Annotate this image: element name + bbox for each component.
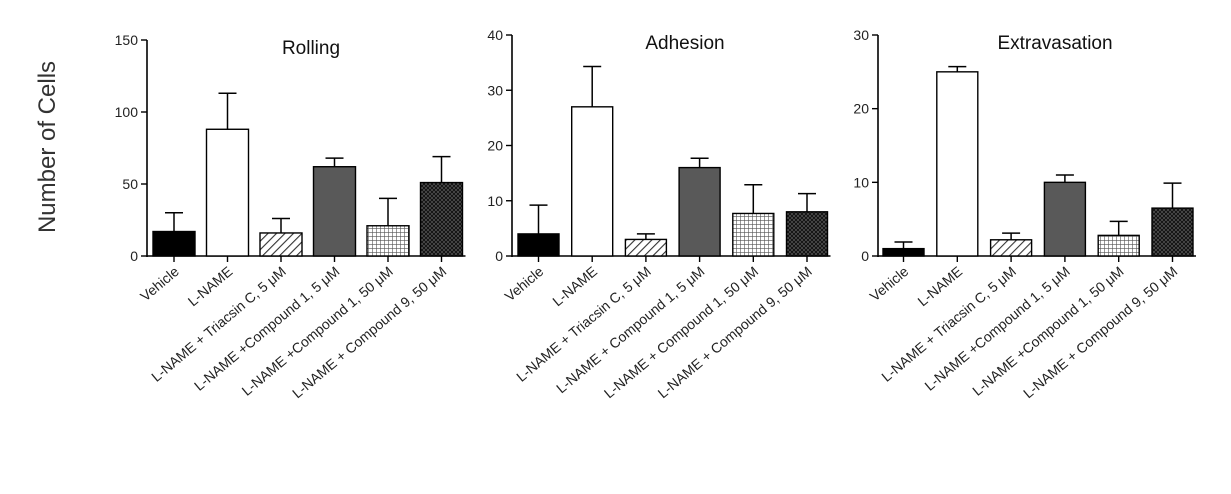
- y-axis-title: Number of Cells: [34, 61, 61, 233]
- y-tick-label: 100: [115, 104, 139, 120]
- bar: [312, 166, 357, 257]
- bar: [259, 232, 303, 257]
- y-tick-label: 150: [115, 32, 139, 48]
- category-label: Vehicle: [867, 263, 912, 304]
- y-tick-label: 50: [122, 176, 138, 192]
- y-tick-label: 0: [130, 248, 138, 264]
- bar: [1097, 234, 1140, 257]
- bar: [989, 239, 1033, 257]
- y-tick-label: 20: [853, 101, 869, 117]
- y-tick-label: 30: [853, 27, 869, 43]
- bar: [785, 211, 829, 257]
- bar: [1043, 181, 1087, 257]
- bar: [732, 212, 775, 257]
- panel-title: Adhesion: [645, 33, 724, 54]
- bar: [152, 230, 196, 257]
- y-tick-label: 0: [861, 248, 869, 264]
- y-tick-label: 40: [487, 27, 503, 43]
- y-tick-label: 30: [487, 82, 503, 98]
- bar: [936, 71, 979, 257]
- bar: [882, 247, 925, 257]
- y-tick-label: 10: [487, 193, 503, 209]
- panel-title: Extravasation: [997, 33, 1112, 54]
- y-tick-label: 20: [487, 138, 503, 154]
- bar: [419, 181, 464, 257]
- bar: [571, 106, 614, 257]
- category-label: L-NAME: [185, 263, 236, 309]
- category-label: Vehicle: [502, 263, 547, 304]
- category-label: L-NAME: [549, 263, 600, 309]
- bar: [624, 238, 668, 257]
- bar: [205, 128, 250, 257]
- bar: [517, 233, 560, 257]
- y-tick-label: 10: [853, 174, 869, 190]
- bar: [678, 166, 721, 257]
- y-tick-label: 0: [495, 248, 503, 264]
- category-label: Vehicle: [137, 263, 182, 304]
- category-label: L-NAME: [914, 263, 965, 309]
- panel-title: Rolling: [282, 38, 340, 59]
- bar: [1151, 207, 1194, 257]
- bar: [366, 225, 410, 257]
